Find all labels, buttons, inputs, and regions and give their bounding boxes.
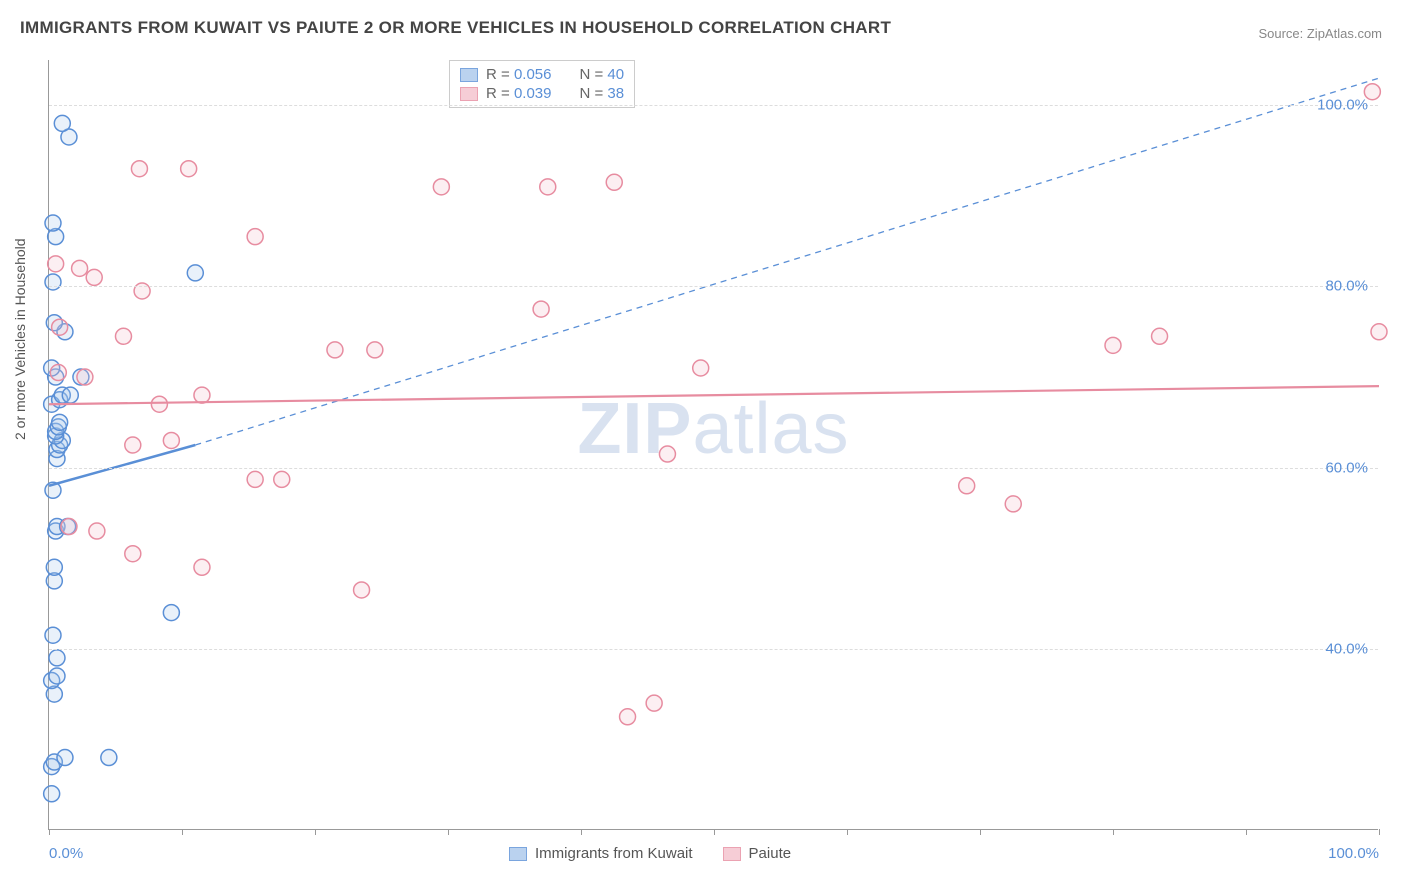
data-point [247, 229, 263, 245]
data-point [52, 414, 68, 430]
data-point [86, 269, 102, 285]
trend-line [195, 78, 1379, 445]
y-tick-label: 80.0% [1325, 278, 1368, 295]
data-point [62, 387, 78, 403]
stat-n: N = 40 [579, 66, 624, 83]
data-point [187, 265, 203, 281]
data-point [433, 179, 449, 195]
data-point [45, 627, 61, 643]
data-point [1005, 496, 1021, 512]
x-tick [1113, 829, 1114, 835]
stat-n: N = 38 [579, 85, 624, 102]
data-point [61, 519, 77, 535]
y-axis-label: 2 or more Vehicles in Household [12, 238, 28, 440]
legend-swatch [723, 847, 741, 861]
data-point [194, 387, 210, 403]
data-point [131, 161, 147, 177]
data-point [49, 650, 65, 666]
data-point [163, 432, 179, 448]
x-tick [448, 829, 449, 835]
x-tick [49, 829, 50, 835]
chart-plot-area: ZIPatlas R = 0.056N = 40R = 0.039N = 38 … [48, 60, 1378, 830]
data-point [89, 523, 105, 539]
legend-swatch [460, 87, 478, 101]
y-tick-label: 100.0% [1317, 97, 1368, 114]
legend-swatch [509, 847, 527, 861]
legend-series-label: Paiute [749, 845, 792, 862]
data-point [606, 174, 622, 190]
chart-title: IMMIGRANTS FROM KUWAIT VS PAIUTE 2 OR MO… [20, 18, 891, 38]
x-tick [847, 829, 848, 835]
x-tick-label: 100.0% [1328, 845, 1379, 862]
data-point [125, 437, 141, 453]
data-point [115, 328, 131, 344]
data-point [693, 360, 709, 376]
gridline-h [49, 105, 1378, 106]
gridline-h [49, 468, 1378, 469]
data-point [134, 283, 150, 299]
legend-stat-row: R = 0.056 N = 40 [460, 65, 624, 84]
gridline-h [49, 649, 1378, 650]
legend-series-label: Immigrants from Kuwait [535, 845, 693, 862]
data-point [52, 319, 68, 335]
source-attribution: Source: ZipAtlas.com [1258, 26, 1382, 41]
gridline-h [49, 286, 1378, 287]
data-point [72, 260, 88, 276]
data-point [45, 274, 61, 290]
data-point [327, 342, 343, 358]
data-point [181, 161, 197, 177]
stat-r: R = 0.056 [486, 66, 551, 83]
legend-statistics: R = 0.056 N = 40 R = 0.039 N = 38 [449, 60, 635, 108]
data-point [125, 546, 141, 562]
data-point [50, 365, 66, 381]
legend-series-item: Paiute [723, 845, 792, 862]
scatter-svg [49, 60, 1378, 829]
data-point [247, 471, 263, 487]
x-tick [581, 829, 582, 835]
data-point [367, 342, 383, 358]
y-tick-label: 40.0% [1325, 640, 1368, 657]
data-point [620, 709, 636, 725]
data-point [44, 786, 60, 802]
legend-series: Immigrants from Kuwait Paiute [509, 845, 791, 862]
data-point [540, 179, 556, 195]
data-point [49, 668, 65, 684]
legend-stat-row: R = 0.039 N = 38 [460, 84, 624, 103]
trend-line [49, 445, 195, 486]
data-point [1371, 324, 1387, 340]
data-point [1152, 328, 1168, 344]
data-point [163, 605, 179, 621]
data-point [151, 396, 167, 412]
data-point [46, 559, 62, 575]
data-point [194, 559, 210, 575]
data-point [54, 115, 70, 131]
x-tick [182, 829, 183, 835]
x-tick [980, 829, 981, 835]
x-tick [315, 829, 316, 835]
legend-series-item: Immigrants from Kuwait [509, 845, 693, 862]
data-point [274, 471, 290, 487]
data-point [101, 750, 117, 766]
data-point [77, 369, 93, 385]
data-point [659, 446, 675, 462]
x-tick [1379, 829, 1380, 835]
data-point [533, 301, 549, 317]
data-point [45, 215, 61, 231]
x-tick [1246, 829, 1247, 835]
stat-r: R = 0.039 [486, 85, 551, 102]
trend-line [49, 386, 1379, 404]
data-point [1105, 337, 1121, 353]
data-point [354, 582, 370, 598]
data-point [959, 478, 975, 494]
data-point [57, 750, 73, 766]
legend-swatch [460, 68, 478, 82]
data-point [48, 256, 64, 272]
x-tick [714, 829, 715, 835]
data-point [646, 695, 662, 711]
y-tick-label: 60.0% [1325, 459, 1368, 476]
x-tick-label: 0.0% [49, 845, 83, 862]
